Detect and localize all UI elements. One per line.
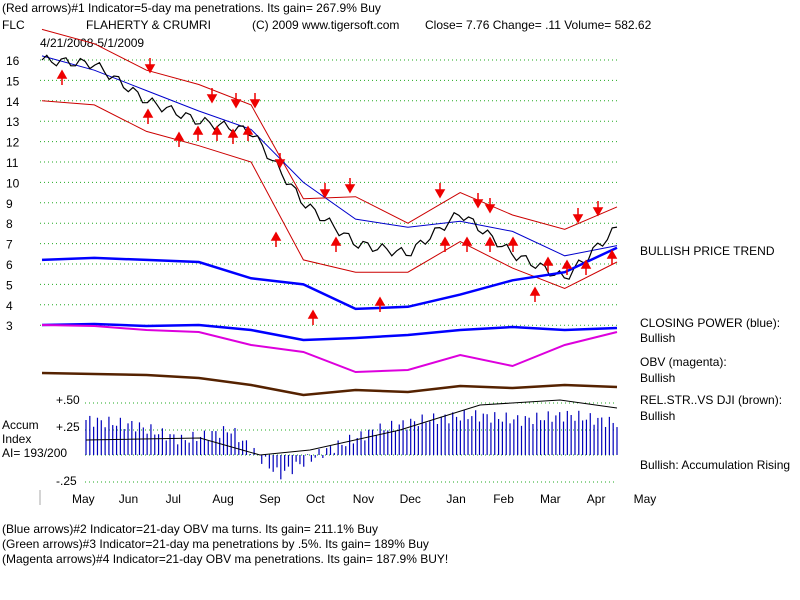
obv-status: Bullish: [640, 371, 676, 385]
buy-arrow: [307, 309, 319, 325]
buy-arrow: [56, 69, 68, 85]
buy-arrow: [330, 236, 342, 252]
buy-arrow: [561, 259, 573, 275]
accum-title-1: Accum: [2, 418, 39, 432]
buy-arrow: [484, 236, 496, 252]
header-indicator-line: (Red arrows)#1 Indicator=5-day ma penetr…: [2, 1, 381, 15]
y-tick-label: 11: [6, 156, 19, 170]
sell-arrow: [592, 201, 604, 217]
x-tick-label: Nov: [353, 492, 374, 506]
y-tick-label: 13: [6, 115, 20, 129]
buy-arrow: [507, 236, 519, 252]
x-tick-label: Jan: [446, 492, 465, 506]
buy-arrow: [542, 256, 554, 272]
buy-arrow: [461, 236, 473, 252]
accum-title-2: Index: [2, 432, 32, 446]
accum-summary: Bullish: Accumulation Rising: [640, 458, 791, 472]
y-tick-label: 5: [6, 278, 13, 292]
sell-arrow: [344, 178, 356, 194]
y-tick-label: 14: [6, 95, 20, 109]
lower-band-line: [41, 100, 618, 290]
y-tick-label: 15: [6, 74, 20, 88]
accum-ma-line: [85, 399, 618, 456]
buy-arrow: [173, 131, 185, 147]
y-tick-label: 9: [6, 197, 13, 211]
footer-line-3: (Magenta arrows)#4 Indicator=21-day OBV …: [2, 552, 449, 566]
y-tick-label: 8: [6, 217, 13, 231]
sell-arrow: [249, 93, 261, 109]
relstr-status: Bullish: [640, 409, 676, 423]
accum-ytick-mid: +.25: [56, 420, 80, 434]
x-tick-label: Oct: [306, 492, 325, 506]
moving-average-line: [41, 55, 618, 257]
sell-arrow: [230, 93, 242, 109]
buy-arrow: [227, 128, 239, 144]
footer-line-2: (Green arrows)#3 Indicator=21-day ma pen…: [2, 537, 429, 551]
accum-ai-value: AI= 193/200: [2, 446, 68, 460]
footer-line-1: (Blue arrows)#2 Indicator=21-day OBV ma …: [2, 522, 378, 536]
x-tick-label: Jun: [119, 492, 138, 506]
y-tick-label: 3: [6, 319, 13, 333]
x-tick-label: Jul: [166, 492, 181, 506]
closing-power-status: Bullish: [640, 331, 676, 345]
buy-arrow: [580, 259, 592, 275]
buy-arrow: [192, 125, 204, 141]
quote-line: Close= 7.76 Change= .11 Volume= 582.62: [425, 18, 652, 32]
closing-power-panel-line: [41, 322, 618, 342]
y-tick-label: 6: [6, 258, 13, 272]
sell-arrow: [144, 58, 156, 74]
y-tick-label: 10: [6, 176, 20, 190]
sell-arrow: [572, 208, 584, 224]
x-tick-label: Aug: [212, 492, 233, 506]
sell-arrow: [434, 183, 446, 199]
buy-arrow: [142, 108, 154, 124]
copyright: (C) 2009 www.tigersoft.com: [252, 18, 400, 32]
obv-title: OBV (magenta):: [640, 355, 727, 369]
x-tick-label: May: [72, 492, 95, 506]
buy-arrow: [529, 286, 541, 302]
buy-arrow: [374, 296, 386, 312]
upper-band-line: [41, 28, 618, 230]
y-tick-label: 4: [6, 299, 13, 313]
sell-arrow: [472, 193, 484, 209]
accum-ytick-bottom: -.25: [56, 474, 77, 488]
buy-arrow: [606, 249, 618, 265]
x-tick-label: Dec: [400, 492, 421, 506]
sell-arrow: [484, 198, 496, 214]
buy-arrow: [242, 125, 254, 141]
company-name: FLAHERTY & CRUMRI: [86, 18, 211, 32]
y-tick-label: 16: [6, 54, 20, 68]
sell-arrow: [206, 88, 218, 104]
y-tick-label: 12: [6, 136, 20, 150]
trend-label: BULLISH PRICE TREND: [640, 244, 775, 258]
closing-power-title: CLOSING POWER (blue):: [640, 316, 781, 330]
ticker-label: FLC: [2, 18, 25, 32]
x-tick-label: Sep: [259, 492, 281, 506]
y-tick-label: 7: [6, 238, 13, 252]
buy-arrow: [211, 125, 223, 141]
buy-arrow: [439, 236, 451, 252]
x-tick-label: Feb: [493, 492, 514, 506]
x-tick-label: Apr: [587, 492, 606, 506]
x-tick-label: May: [634, 492, 657, 506]
obv-line: [41, 324, 618, 374]
sell-arrow: [274, 153, 286, 169]
x-tick-label: Mar: [540, 492, 561, 506]
relstr-title: REL.STR..VS DJI (brown):: [640, 393, 783, 407]
sell-arrow: [319, 183, 331, 199]
relstr-line: [41, 371, 618, 397]
closing-power-line: [41, 246, 618, 311]
buy-arrow: [270, 231, 282, 247]
accum-ytick-top: +.50: [56, 393, 80, 407]
price-line: [41, 54, 618, 280]
